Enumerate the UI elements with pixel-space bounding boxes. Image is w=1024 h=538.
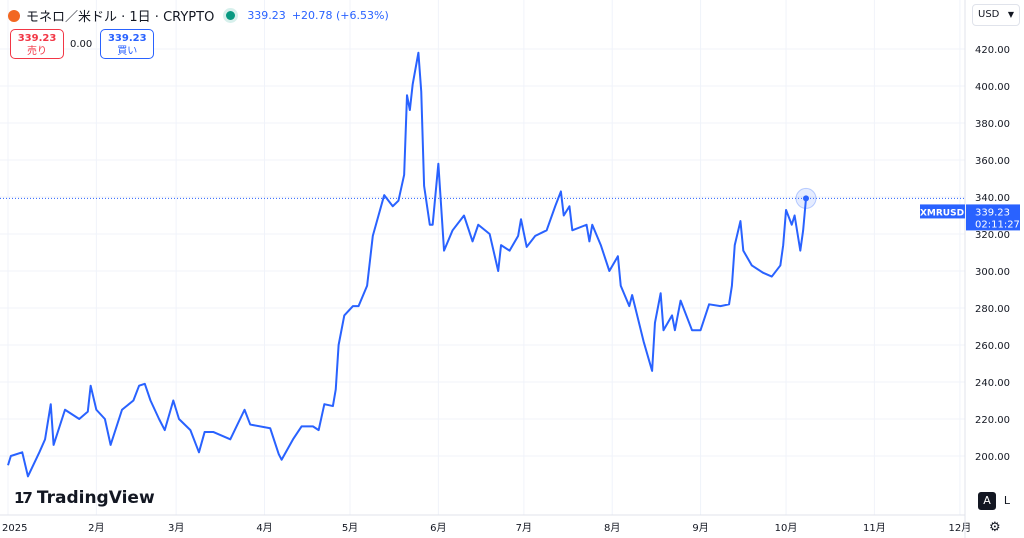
x-tick-label: 8月 — [604, 522, 620, 534]
price-tag-bg — [966, 204, 1020, 231]
x-tick-label: 10月 — [775, 522, 798, 534]
x-tick-label: 2025 — [2, 523, 27, 534]
last-point — [803, 195, 809, 202]
tradingview-mark-icon: 17 — [14, 489, 33, 507]
x-tick-label: 4月 — [256, 522, 272, 534]
price-tag-value: 339.23 — [975, 207, 1010, 218]
market-status-icon[interactable] — [226, 11, 236, 20]
y-tick-label: 380.00 — [975, 119, 1010, 130]
y-tick-label: 360.00 — [975, 156, 1010, 167]
x-tick-label: 6月 — [430, 522, 446, 534]
y-tick-label: 240.00 — [975, 378, 1010, 389]
buy-price: 339.23 — [107, 33, 147, 44]
currency-select[interactable]: USD ▼ — [972, 4, 1020, 26]
x-tick-label: 11月 — [863, 522, 886, 534]
chevron-down-icon: ▼ — [1007, 10, 1014, 19]
price-change: +20.78 (+6.53%) — [291, 9, 389, 22]
last-price: 339.23 — [247, 9, 286, 22]
symbol-tag-bg — [920, 204, 965, 219]
tradingview-logo[interactable]: 17 TradingView — [14, 488, 155, 508]
log-scale-button[interactable]: L — [1003, 494, 1011, 507]
sell-label: 売り — [27, 46, 47, 57]
y-tick-label: 400.00 — [975, 82, 1010, 93]
spread: 0.00 — [70, 38, 93, 50]
y-tick-label: 280.00 — [975, 304, 1010, 315]
chart-legend: モネロ／米ドル · 1日 · CRYPTO 339.23 +20.78 (+6.… — [8, 6, 389, 25]
y-tick-label: 200.00 — [975, 452, 1010, 463]
x-tick-label: 3月 — [168, 522, 184, 534]
x-tick-label: 2月 — [88, 522, 104, 534]
buy-button[interactable]: 339.23 買い — [100, 29, 155, 59]
buy-label: 買い — [117, 46, 138, 57]
x-tick-label: 9月 — [692, 522, 708, 534]
price-tag-countdown: 02:11:27 — [975, 219, 1020, 230]
sell-price: 339.23 — [17, 33, 57, 44]
y-tick-label: 420.00 — [975, 45, 1010, 56]
y-tick-label: 260.00 — [975, 341, 1010, 352]
monero-logo-icon — [8, 9, 20, 22]
brand-name: TradingView — [36, 488, 155, 508]
gear-icon[interactable]: ⚙ — [989, 520, 1001, 535]
x-tick-label: 7月 — [516, 522, 532, 534]
y-tick-label: 220.00 — [975, 415, 1010, 426]
y-tick-label: 320.00 — [975, 230, 1010, 241]
x-tick-label: 12月 — [949, 522, 972, 534]
sell-button[interactable]: 339.23 売り — [10, 29, 64, 59]
y-tick-label: 340.00 — [975, 193, 1010, 204]
x-tick-label: 5月 — [342, 522, 358, 534]
symbol-title[interactable]: モネロ／米ドル · 1日 · CRYPTO — [26, 10, 215, 25]
trade-buttons: 339.23 売り 0.00 339.23 買い — [10, 29, 155, 59]
currency-value: USD — [978, 9, 1000, 20]
symbol-tag: XMRUSD — [920, 208, 964, 218]
auto-scale-button[interactable]: A — [978, 492, 996, 510]
y-tick-label: 300.00 — [975, 267, 1010, 278]
price-line — [7, 51, 807, 478]
